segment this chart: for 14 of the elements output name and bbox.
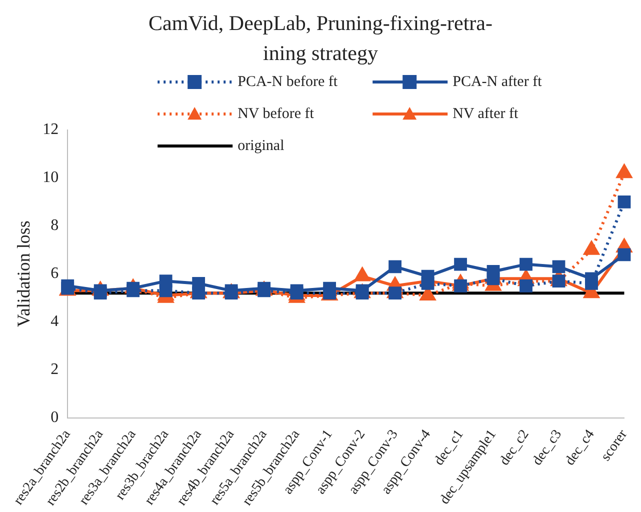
- y-tick-label: 0: [50, 408, 59, 426]
- y-tick-label: 10: [42, 169, 59, 186]
- y-tick-label: 12: [42, 121, 59, 138]
- legend-label: NV before ft: [238, 106, 315, 122]
- y-tick-label: 2: [50, 361, 59, 378]
- y-tick-label: 4: [50, 313, 59, 330]
- y-tick-label: 6: [50, 265, 59, 282]
- chart-title: CamVid, DeepLab, Pruning-fixing-retra- ining strategy: [148, 10, 494, 67]
- legend-label: NV after ft: [452, 106, 519, 122]
- y-axis-title: Validation loss: [14, 220, 34, 328]
- legend-label: PCA-N before ft: [238, 74, 338, 90]
- y-tick-label: 8: [50, 217, 59, 234]
- legend-label: PCA-N after ft: [452, 74, 543, 90]
- legend-label: original: [238, 138, 284, 154]
